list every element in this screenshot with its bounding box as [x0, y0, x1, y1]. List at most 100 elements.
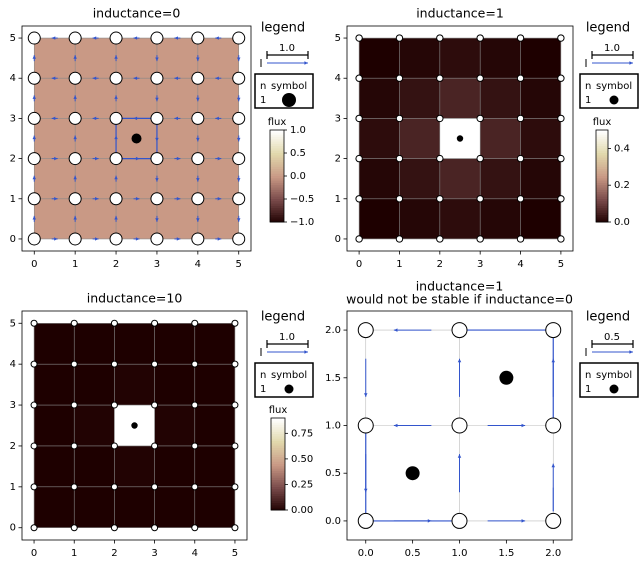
junction-node: [476, 154, 484, 163]
junction-node: [451, 417, 468, 434]
junction-node: [557, 34, 565, 42]
current-arrow-head: [196, 97, 200, 102]
flux-cell: [154, 486, 195, 528]
junction-node: [191, 483, 199, 491]
colorbar-step: [270, 212, 284, 216]
y-tick-label: 0: [10, 234, 16, 245]
colorbar-step: [271, 477, 285, 481]
junction-node: [451, 512, 468, 529]
colorbar-step: [270, 136, 284, 140]
y-tick-label: 1: [10, 482, 16, 493]
colorbar-step: [270, 219, 284, 223]
colorbar-step: [596, 132, 608, 136]
flux-cell: [439, 158, 481, 199]
x-tick-label: 0.0: [358, 548, 374, 559]
junction-node: [231, 360, 239, 368]
legend-row-n: 1: [260, 384, 266, 395]
colorbar-tick-label: 0.0: [290, 171, 306, 182]
flux-cell: [75, 38, 117, 79]
x-tick-label: 4: [517, 259, 523, 270]
junction-node: [545, 322, 562, 339]
flux-cell: [399, 38, 440, 79]
junction-node: [231, 483, 239, 491]
chart-title: inductance=1: [416, 279, 504, 294]
junction-node: [231, 524, 239, 532]
colorbar-step: [271, 507, 285, 511]
junction-node: [395, 154, 404, 163]
current-arrow-head: [114, 55, 118, 59]
legend-title: legend: [586, 21, 630, 36]
legend-header-symbol: symbol: [271, 81, 307, 92]
colorbar-step: [596, 215, 608, 218]
flux-cell: [116, 198, 157, 239]
current-arrow-head: [114, 215, 118, 220]
current-arrow-head: [236, 178, 241, 182]
junction-node: [30, 360, 38, 368]
junction-node: [109, 152, 123, 166]
x-tick-label: 1.0: [452, 548, 468, 559]
flux-cell: [156, 78, 198, 119]
flux-cell: [74, 323, 115, 365]
colorbar-step: [596, 169, 608, 172]
colorbar-tick-label: −0.5: [290, 194, 314, 205]
current-arrow-head: [32, 135, 37, 140]
junction-node: [70, 360, 78, 368]
flux-cell: [520, 118, 561, 159]
junction-node: [451, 322, 468, 339]
colorbar-step: [270, 162, 284, 165]
colorbar-step: [271, 459, 285, 463]
x-tick-label: 1: [72, 259, 78, 270]
colorbar-step: [596, 136, 608, 140]
x-tick-label: 1: [396, 259, 402, 270]
current-arrow-head: [174, 116, 178, 121]
flux-cell: [399, 118, 440, 159]
y-tick-label: 1: [335, 194, 341, 205]
junction-node: [476, 34, 484, 42]
flux-cell: [74, 445, 115, 487]
junction-node: [355, 34, 363, 42]
junction-node: [357, 512, 374, 529]
colorbar-step: [596, 130, 608, 133]
colorbar-step: [271, 475, 285, 479]
flux-cell: [34, 198, 76, 239]
junction-node: [436, 154, 444, 163]
junction-node: [191, 232, 205, 246]
junction-node: [516, 195, 525, 203]
colorbar-tick-label: 0.0: [614, 217, 630, 228]
junction-node: [231, 401, 239, 409]
current-arrow-head: [114, 95, 118, 99]
colorbar-step: [271, 466, 285, 470]
colorbar-step: [596, 205, 608, 209]
y-tick-label: 0: [335, 234, 341, 245]
junction-node: [191, 360, 199, 368]
current-arrow-head: [73, 135, 77, 140]
junction-node: [516, 235, 525, 243]
flux-cell: [439, 198, 481, 239]
flux-cell: [154, 405, 195, 446]
colorbar-step: [271, 441, 285, 444]
flux-cell: [194, 323, 235, 365]
colorbar-tick-label: 0.00: [291, 505, 313, 516]
current-arrow-head: [51, 116, 56, 121]
flux-cell: [359, 38, 400, 79]
current-arrow-head: [114, 175, 118, 180]
colorbar-step: [270, 153, 284, 156]
junction-node: [232, 192, 246, 206]
flux-cell: [480, 158, 521, 199]
current-arrow-head: [427, 519, 432, 523]
current-arrow-head: [155, 97, 159, 102]
colorbar-step: [271, 482, 285, 486]
colorbar-step: [596, 203, 608, 207]
y-tick-label: 2: [10, 154, 16, 165]
current-arrow-head: [32, 175, 37, 180]
junction-node: [70, 524, 78, 532]
current-arrow-head: [73, 175, 77, 180]
colorbar-step: [271, 445, 285, 449]
y-tick-label: 1.5: [325, 373, 341, 384]
junction-node: [557, 195, 565, 203]
junction-node: [545, 512, 562, 529]
junction-node: [516, 154, 525, 163]
colorbar-step: [270, 157, 284, 161]
current-arrow-head: [521, 423, 526, 428]
junction-node: [355, 114, 363, 123]
